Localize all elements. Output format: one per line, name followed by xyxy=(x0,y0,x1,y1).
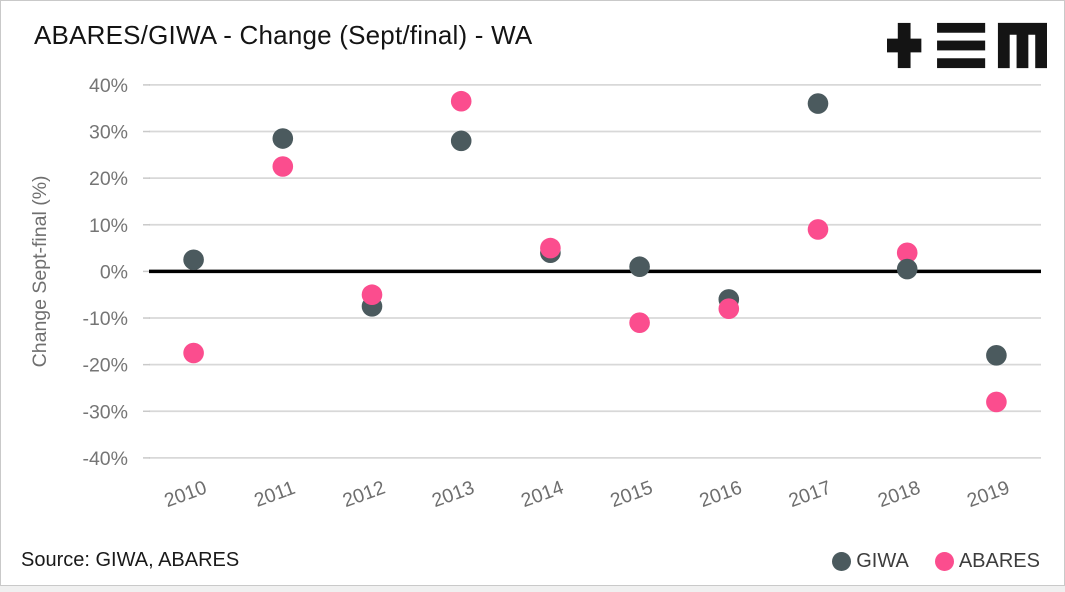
y-tick-label: -10% xyxy=(82,308,128,330)
data-point-giwa-2019 xyxy=(986,345,1007,366)
x-tick-label: 2017 xyxy=(786,477,834,513)
legend-item-abares: ABARES xyxy=(934,550,1040,573)
legend-dot-giwa xyxy=(832,552,852,571)
legend-label-abares: ABARES xyxy=(958,550,1040,572)
source-text: Source: GIWA, ABARES xyxy=(21,549,240,571)
data-point-abares-2016 xyxy=(718,298,740,320)
logo-bar-bottom xyxy=(937,58,986,69)
data-point-giwa-2010 xyxy=(183,249,204,271)
y-tick-label: 20% xyxy=(89,168,128,190)
y-tick-label: -40% xyxy=(82,448,128,470)
tem-logo xyxy=(887,22,1047,69)
data-point-giwa-2013 xyxy=(450,130,472,152)
y-tick-label: -20% xyxy=(82,355,128,377)
data-point-abares-2010 xyxy=(183,342,204,364)
logo-m-glyph xyxy=(997,22,1047,69)
y-tick-label: 10% xyxy=(89,215,128,237)
chart-legend: GIWA ABARES xyxy=(832,550,1040,573)
x-tick-label: 2013 xyxy=(429,477,477,513)
data-point-abares-2015 xyxy=(629,312,650,333)
x-tick-label: 2012 xyxy=(340,477,388,513)
x-tick-label: 2019 xyxy=(964,477,1012,513)
data-point-abares-2018 xyxy=(896,242,918,264)
data-point-abares-2011 xyxy=(272,156,294,177)
y-tick-label: 0% xyxy=(100,261,128,283)
data-point-giwa-2018 xyxy=(896,258,918,280)
legend-dot-abares xyxy=(934,552,954,571)
legend-item-giwa: GIWA xyxy=(832,550,909,573)
data-point-abares-2019 xyxy=(986,391,1007,413)
logo-bar-middle xyxy=(937,40,986,51)
data-point-abares-2012 xyxy=(361,284,383,306)
data-point-giwa-2011 xyxy=(272,128,294,149)
y-tick-label: 30% xyxy=(89,122,128,144)
legend-label-giwa: GIWA xyxy=(856,550,909,572)
y-axis-title: Change Sept-final (%) xyxy=(29,175,51,367)
data-point-giwa-2017 xyxy=(807,93,829,114)
chart-title: ABARES/GIWA - Change (Sept/final) - WA xyxy=(34,20,533,50)
x-tick-label: 2011 xyxy=(251,477,298,512)
x-tick-label: 2018 xyxy=(875,477,923,513)
x-tick-label: 2010 xyxy=(161,477,209,513)
data-point-abares-2017 xyxy=(807,219,829,240)
logo-plus-horizontal xyxy=(887,38,922,53)
data-point-abares-2013 xyxy=(450,90,472,112)
y-tick-label: -30% xyxy=(82,401,128,423)
x-tick-label: 2015 xyxy=(607,477,655,513)
y-tick-label: 40% xyxy=(89,75,128,97)
x-tick-label: 2014 xyxy=(518,477,566,513)
x-tick-label: 2016 xyxy=(697,477,745,513)
data-point-abares-2014 xyxy=(540,237,561,259)
logo-bar-top xyxy=(937,22,986,33)
scatter-chart: 40% 30% 20% 10% 0% -10% -20% -30% -40% Change Sep… xyxy=(29,75,1041,513)
data-point-giwa-2015 xyxy=(629,256,650,278)
